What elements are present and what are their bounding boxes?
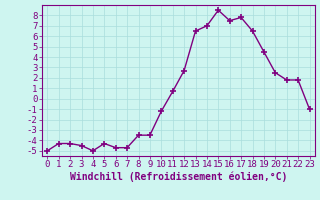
X-axis label: Windchill (Refroidissement éolien,°C): Windchill (Refroidissement éolien,°C) bbox=[70, 172, 287, 182]
